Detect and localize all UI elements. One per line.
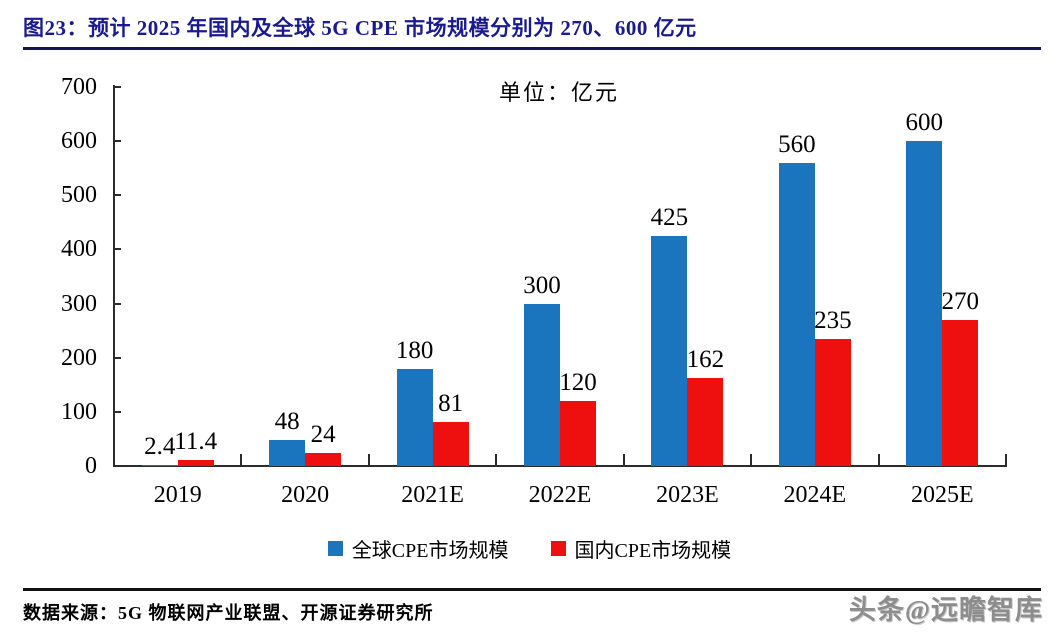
bar-value-label: 24	[310, 421, 336, 448]
unit-label: 单位：亿元	[498, 80, 619, 105]
bar-value-label: 120	[559, 369, 597, 396]
bar-国内CPE市场规模-2024E	[814, 339, 851, 466]
x-axis-label: 2021E	[401, 482, 464, 508]
x-axis-label: 2025E	[910, 482, 974, 508]
legend-color-swatch	[327, 541, 343, 556]
bar-全球CPE市场规模-2025E	[906, 141, 943, 466]
y-axis-tick-label: 600	[61, 128, 97, 155]
y-axis-tick	[113, 140, 121, 143]
bar-全球CPE市场规模-2022E	[524, 304, 560, 466]
bar-全球CPE市场规模-2020	[269, 440, 306, 466]
x-axis-label: 2022E	[528, 482, 592, 508]
y-axis-tick	[113, 465, 121, 467]
x-axis-tick	[1005, 454, 1007, 466]
x-axis-label: 2024E	[783, 482, 847, 508]
bar-国内CPE市场规模-2019	[177, 460, 214, 466]
y-axis-tick-label: 0	[85, 453, 97, 479]
bar-value-label: 425	[650, 204, 689, 231]
bar-国内CPE市场规模-2022E	[560, 401, 596, 466]
y-axis-tick	[113, 248, 121, 251]
bar-国内CPE市场规模-2020	[305, 453, 342, 466]
bar-value-label: 235	[814, 307, 852, 334]
bar-value-label: 48	[274, 408, 300, 435]
legend-label: 国内CPE市场规模	[574, 540, 732, 562]
y-axis-tick	[113, 302, 121, 305]
y-axis-tick-label: 400	[61, 236, 97, 263]
title-underline	[23, 47, 1041, 50]
legend-item: 国内CPE市场规模	[550, 534, 732, 563]
bar-value-label: 600	[905, 109, 944, 136]
x-axis-label: 2019	[153, 482, 202, 508]
bar-国内CPE市场规模-2021E	[432, 422, 469, 466]
x-axis-tick	[495, 454, 498, 466]
y-axis-tick-label: 100	[61, 398, 97, 425]
x-axis-tick	[877, 454, 880, 466]
x-axis-tick	[240, 454, 243, 466]
y-axis-tick	[113, 86, 121, 88]
legend-color-swatch	[550, 541, 566, 556]
bar-国内CPE市场规模-2025E	[942, 320, 979, 466]
y-axis-tick	[113, 194, 121, 197]
y-axis-tick-label: 500	[61, 182, 97, 209]
x-axis-tick	[622, 454, 625, 466]
x-axis-label: 2020	[281, 482, 330, 508]
bar-value-label: 270	[941, 288, 980, 315]
watermark: 头条@远瞻智库	[848, 595, 1043, 625]
bar-value-label: 81	[438, 390, 464, 417]
bar-全球CPE市场规模-2019	[141, 465, 178, 466]
bar-value-label: 2.4	[144, 433, 176, 460]
y-axis-tick-label: 200	[61, 344, 97, 371]
separator-line	[23, 588, 1041, 591]
legend-label: 全球CPE市场规模	[351, 540, 509, 562]
y-axis-tick-label: 700	[61, 74, 97, 100]
y-axis-tick	[113, 410, 121, 413]
bar-value-label: 11.4	[174, 428, 218, 455]
x-axis-tick	[367, 454, 370, 466]
bar-国内CPE市场规模-2023E	[687, 378, 724, 466]
bar-value-label: 180	[395, 337, 434, 364]
y-axis-tick-label: 300	[61, 290, 97, 317]
y-axis-line	[113, 85, 115, 467]
source-note: 数据来源：5G 物联网产业联盟、开源证券研究所	[23, 603, 434, 623]
bar-value-label: 162	[686, 346, 725, 373]
figure-title: 图23：预计 2025 年国内及全球 5G CPE 市场规模分别为 270、60…	[23, 16, 697, 40]
x-axis-tick	[750, 454, 753, 466]
bar-value-label: 300	[523, 272, 561, 299]
bar-value-label: 560	[778, 131, 816, 158]
x-axis-line	[113, 465, 1007, 467]
chart-legend: 全球CPE市场规模 国内CPE市场规模	[0, 534, 1059, 563]
bar-全球CPE市场规模-2021E	[396, 369, 433, 466]
bar-全球CPE市场规模-2023E	[651, 236, 688, 466]
x-axis-label: 2023E	[656, 482, 719, 508]
bar-全球CPE市场规模-2024E	[778, 163, 815, 466]
legend-item: 全球CPE市场规模	[327, 534, 509, 563]
y-axis-tick	[113, 356, 121, 359]
